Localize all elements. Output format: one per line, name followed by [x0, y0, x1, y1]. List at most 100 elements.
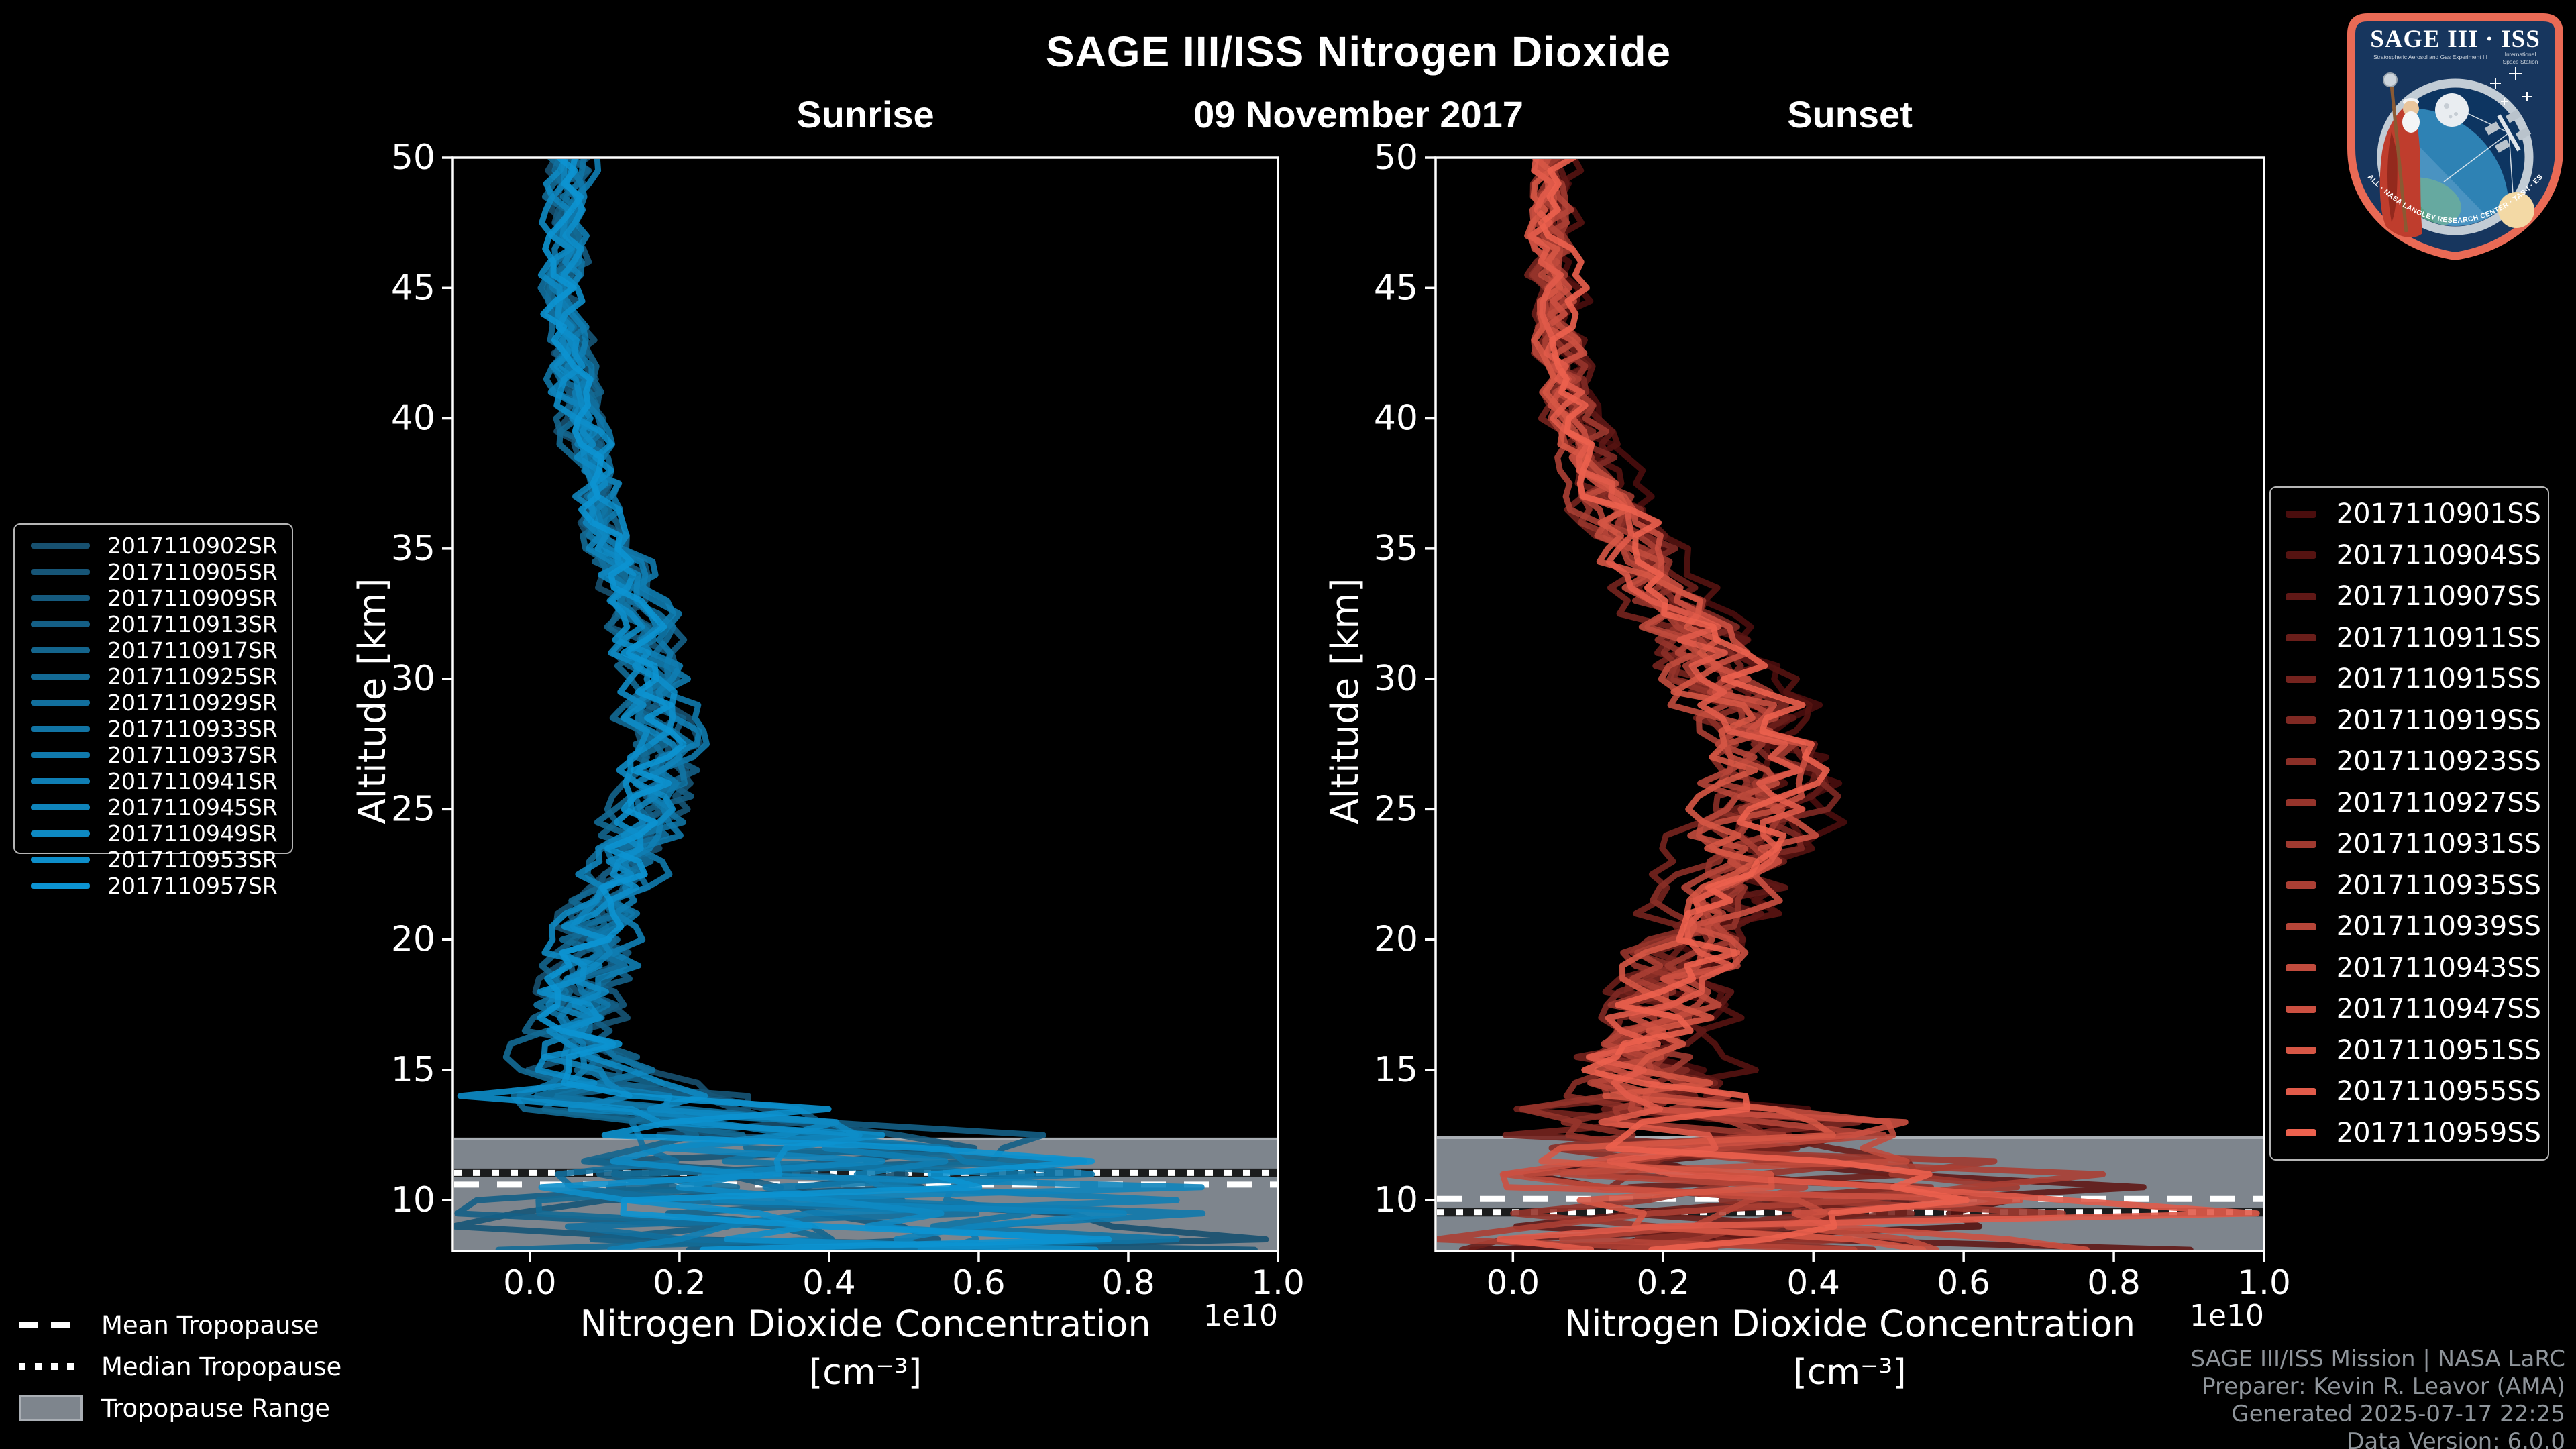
- legend-item-2017110937SR: 2017110937SR: [21, 742, 285, 768]
- legend-item-2017110939SS: 2017110939SS: [2277, 911, 2541, 942]
- y-tick-label: 35: [391, 529, 435, 569]
- legend-item-label: 2017110937SR: [107, 742, 278, 768]
- legend-line-swatch: [31, 621, 90, 627]
- legend-line-swatch: [31, 752, 90, 758]
- y-axis-label-sunrise: Altitude [km]: [351, 578, 394, 824]
- profile-line-2017110904SS: [1543, 159, 2013, 1250]
- legend-line-swatch: [2286, 1087, 2316, 1095]
- legend-line-swatch: [31, 883, 90, 889]
- profile-line-2017110949SR: [537, 159, 1089, 1250]
- legend-line-swatch: [31, 778, 90, 784]
- date-subtitle: 09 November 2017: [1193, 93, 1523, 136]
- y-tick-label: 30: [1374, 659, 1418, 699]
- profile-line-2017110945SR: [541, 159, 1205, 1250]
- legend-line-swatch: [31, 726, 90, 732]
- logo-moon: [2435, 93, 2469, 127]
- legend-item-2017110941SR: 2017110941SR: [21, 768, 285, 794]
- legend-item-2017110925SR: 2017110925SR: [21, 663, 285, 690]
- legend-line-swatch: [2286, 551, 2316, 559]
- x-tick-label: 0.0: [503, 1263, 557, 1302]
- legend-item-label: 2017110913SR: [107, 611, 278, 637]
- profile-line-2017110951SS: [1524, 159, 1927, 1250]
- y-tick-label: 20: [1374, 920, 1418, 960]
- legend-item-label: 2017110917SR: [107, 637, 278, 663]
- legend-item-label: 2017110945SR: [107, 794, 278, 820]
- y-tick-label: 15: [1374, 1050, 1418, 1090]
- legend-item-2017110955SS: 2017110955SS: [2277, 1076, 2541, 1107]
- x-tick-label: 0.4: [1786, 1263, 1840, 1302]
- y-tick-label: 10: [1374, 1180, 1418, 1220]
- y-tick-label: 15: [391, 1050, 435, 1090]
- x-tick-label: 1.0: [2237, 1263, 2291, 1302]
- mean-tropopause-legend-item: Mean Tropopause: [19, 1307, 341, 1343]
- legend-item-2017110909SR: 2017110909SR: [21, 585, 285, 611]
- legend-item-label: 2017110929SR: [107, 690, 278, 716]
- legend-item-label: 2017110931SS: [2336, 828, 2541, 860]
- y-tick-label: 25: [391, 789, 435, 829]
- legend-item-2017110923SS: 2017110923SS: [2277, 746, 2541, 777]
- sunset-panel-title: Sunset: [1787, 93, 1913, 136]
- legend-line-swatch: [2286, 964, 2316, 972]
- y-tick-label: 45: [1374, 268, 1418, 308]
- profile-line-2017110957SR: [537, 159, 1112, 1250]
- legend-item-2017110949SR: 2017110949SR: [21, 820, 285, 847]
- legend-item-label: 2017110904SS: [2336, 539, 2541, 571]
- legend-item-label: 2017110927SS: [2336, 787, 2541, 818]
- y-tick-label: 30: [391, 659, 435, 699]
- legend-line-swatch: [31, 857, 90, 863]
- mission-credit: SAGE III/ISS Mission | NASA LaRC: [2190, 1346, 2565, 1373]
- legend-item-2017110951SS: 2017110951SS: [2277, 1035, 2541, 1066]
- legend-item-2017110959SS: 2017110959SS: [2277, 1118, 2541, 1148]
- page-title: SAGE III/ISS Nitrogen Dioxide: [1045, 28, 1672, 76]
- legend-line-swatch: [31, 647, 90, 653]
- y-tick-label: 10: [391, 1180, 435, 1220]
- x-tick-label: 0.2: [1636, 1263, 1690, 1302]
- legend-item-2017110905SR: 2017110905SR: [21, 559, 285, 585]
- legend-line-swatch: [2286, 716, 2316, 724]
- x-tick-label: 0.6: [1937, 1263, 1990, 1302]
- legend-item-label: 2017110951SS: [2336, 1034, 2541, 1066]
- y-tick-label: 40: [1374, 398, 1418, 439]
- logo-iss: [2484, 109, 2532, 153]
- legend-item-label: 2017110925SR: [107, 663, 278, 690]
- dotted-line-swatch: [19, 1363, 83, 1370]
- median-tropopause-label: Median Tropopause: [101, 1352, 342, 1381]
- x-tick-label: 0.0: [1487, 1263, 1540, 1302]
- y-tick-label: 50: [391, 138, 435, 178]
- sunrise-profile-lines: [454, 159, 1269, 1250]
- logo-stars: [2490, 67, 2532, 105]
- legend-item-label: 2017110957SR: [107, 873, 278, 899]
- profile-line-2017110947SS: [1499, 159, 2090, 1250]
- y-tick-label: 25: [1374, 789, 1418, 829]
- legend-item-2017110902SR: 2017110902SR: [21, 533, 285, 559]
- legend-line-swatch: [2286, 634, 2316, 642]
- legend-line-swatch: [31, 674, 90, 680]
- y-tick-label: 20: [391, 920, 435, 960]
- sunset-panel: 0.0 0.2 0.4 0.6 0.8 1.0 10 15 20 25 30 35 40 45 50: [1374, 138, 2291, 1302]
- legend-item-label: 2017110911SS: [2336, 622, 2541, 653]
- logo-subtitle-right-2: Space Station: [2503, 58, 2538, 65]
- legend-item-label: 2017110947SS: [2336, 994, 2541, 1025]
- x-axis-units-sunset: [cm⁻³]: [1793, 1352, 1907, 1393]
- legend-item-2017110901SS: 2017110901SS: [2277, 498, 2541, 529]
- legend-line-swatch: [31, 595, 90, 601]
- legend-item-2017110904SS: 2017110904SS: [2277, 540, 2541, 571]
- profile-line-2017110955SS: [1496, 159, 2260, 1250]
- legend-item-2017110917SR: 2017110917SR: [21, 637, 285, 663]
- legend-item-label: 2017110935SS: [2336, 869, 2541, 901]
- legend-line-swatch: [2286, 1046, 2316, 1055]
- logo-sun: [2498, 192, 2534, 228]
- legend-item-label: 2017110943SS: [2336, 952, 2541, 983]
- legend-item-2017110943SS: 2017110943SS: [2277, 953, 2541, 983]
- legend-item-2017110929SR: 2017110929SR: [21, 690, 285, 716]
- x-axis-label-sunrise: Nitrogen Dioxide Concentration: [580, 1303, 1151, 1345]
- sunrise-panel-title: Sunrise: [796, 93, 934, 136]
- legend-item-2017110913SR: 2017110913SR: [21, 611, 285, 637]
- legend-item-label: 2017110909SR: [107, 585, 278, 611]
- legend-line-swatch: [2286, 510, 2316, 518]
- legend-line-swatch: [31, 830, 90, 837]
- credits-block: SAGE III/ISS Mission | NASA LaRC Prepare…: [2190, 1346, 2565, 1449]
- legend-item-2017110915SS: 2017110915SS: [2277, 663, 2541, 694]
- legend-item-2017110953SR: 2017110953SR: [21, 847, 285, 873]
- legend-item-2017110907SS: 2017110907SS: [2277, 581, 2541, 612]
